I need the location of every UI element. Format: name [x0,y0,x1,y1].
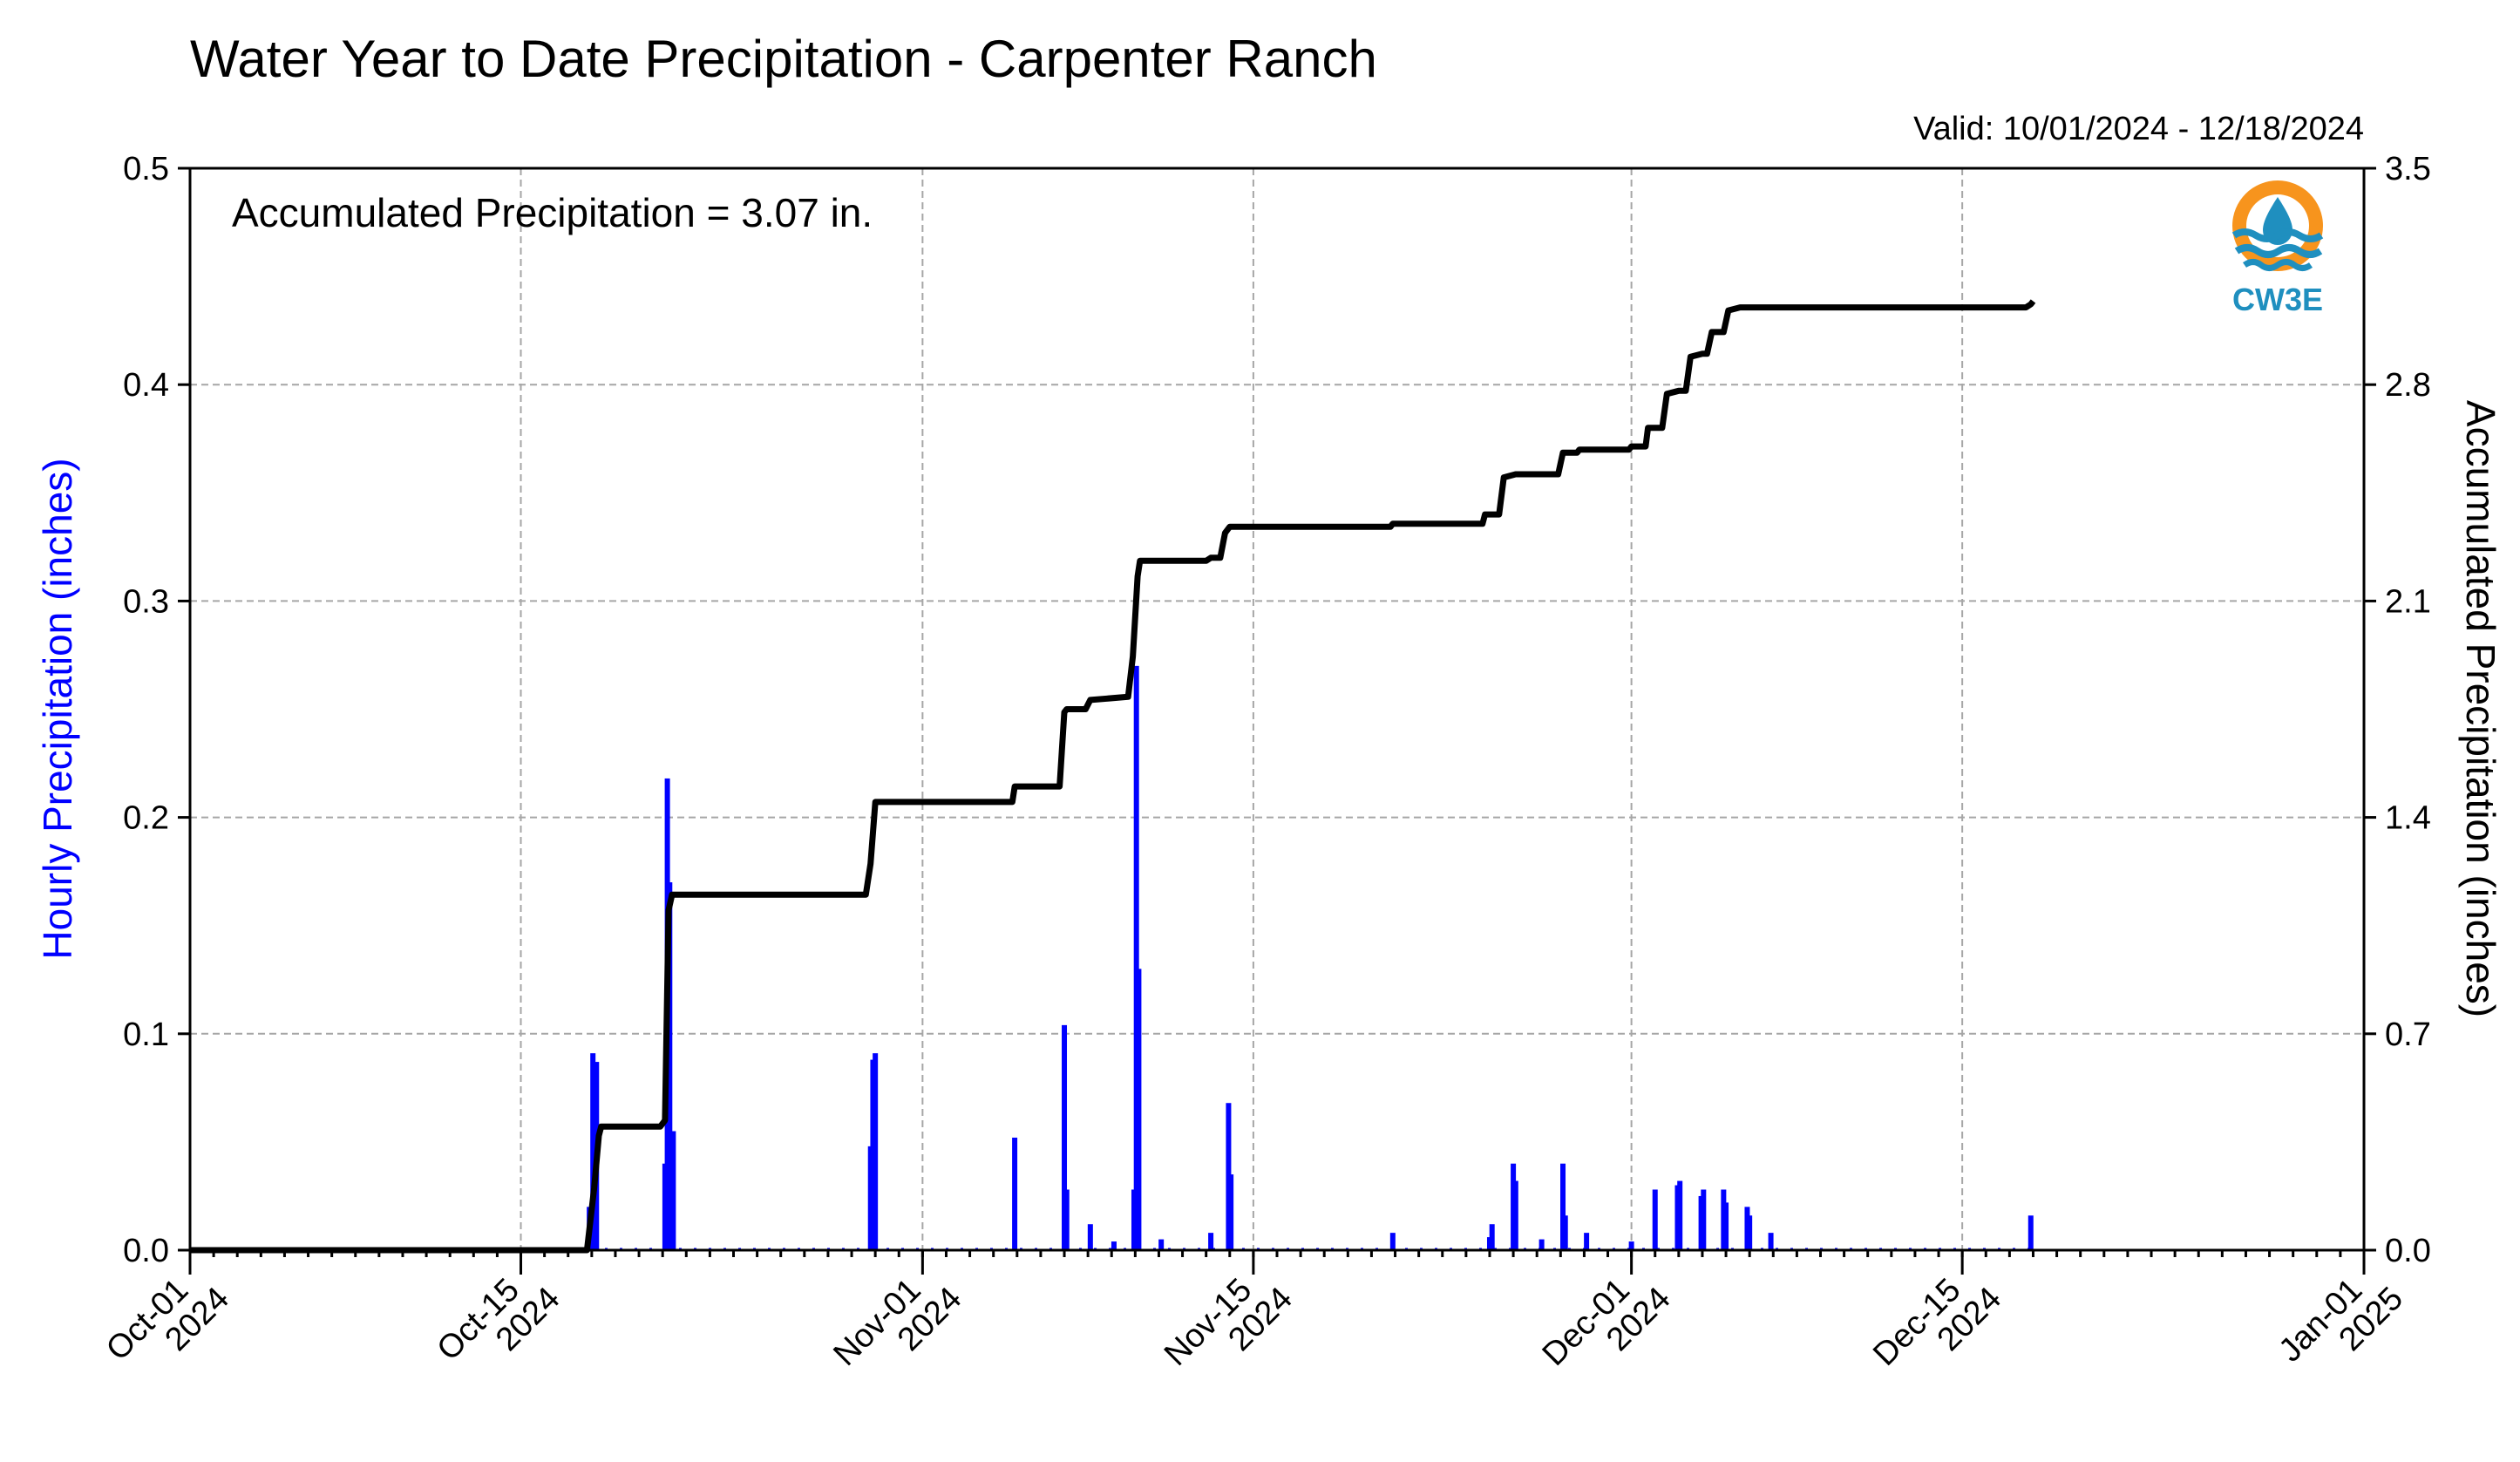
left-y-tick-label: 0.5 [123,151,169,187]
hourly-precip-bar [1087,1224,1093,1250]
hourly-precip-bar [1133,665,1139,1250]
left-y-tick-label: 0.3 [123,583,169,620]
axis-ticks: 0.0 0.0 0.1 0.7 0.2 1.4 0.3 2.1 0.4 2.8 0.5 3.5 Oct-… [99,151,2431,1373]
left-y-axis-label: Hourly Precipitation (inches) [35,458,80,959]
hourly-precip-bar [1677,1180,1683,1250]
right-y-tick-label: 2.1 [2385,583,2431,620]
left-y-tick-label: 0.0 [123,1233,169,1269]
plot-frame [188,167,2366,1252]
hourly-precip-bar [1136,969,1142,1250]
accumulated-precipitation-line [190,299,2036,1254]
hourly-precipitation-bars [190,665,2034,1251]
hourly-precip-bar [1389,1233,1396,1250]
right-y-tick-label: 1.4 [2385,800,2431,837]
valid-date-range: Valid: 10/01/2024 - 12/18/2024 [1913,111,2364,147]
hourly-precip-bar [1652,1189,1658,1250]
left-y-tick-label: 0.2 [123,800,169,837]
hourly-precip-bar [1560,1163,1566,1250]
hourly-precip-bar [1562,1215,1568,1250]
hourly-precip-bar [1701,1189,1707,1250]
hourly-precip-bar [873,1053,879,1250]
hourly-precip-bar [1584,1233,1590,1250]
hourly-precip-bar [1768,1233,1774,1250]
left-y-tick-label: 0.4 [123,367,169,404]
grid-lines [190,168,2364,1250]
hourly-precip-bar [2028,1215,2034,1250]
hourly-precip-bar [667,882,673,1250]
hourly-precip-bar [670,1131,676,1250]
logo-label: CW3E [2232,282,2323,317]
logo-wave-1 [2231,228,2324,242]
hourly-precip-bar [590,1053,596,1250]
chart-title: Water Year to Date Precipitation - Carpe… [190,30,1377,88]
hourly-precip-bar [1062,1024,1068,1250]
hourly-precip-bar [1208,1233,1214,1250]
hourly-precip-bar [1538,1239,1545,1250]
hourly-precip-bar [1063,1189,1070,1250]
logo-wave-3 [2242,259,2313,271]
hourly-precip-bar [1012,1137,1018,1250]
right-y-tick-label: 3.5 [2385,151,2431,187]
right-y-axis-label: Accumulated Precipitation (inches) [2458,400,2503,1017]
hourly-precip-bar [1512,1180,1518,1250]
cw3e-logo: CW3E [2231,180,2324,317]
right-y-tick-label: 2.8 [2385,367,2431,404]
left-y-tick-label: 0.1 [123,1017,169,1053]
hourly-precip-bar [1158,1239,1165,1250]
hourly-precip-bar [1228,1174,1234,1250]
accumulated-precipitation-annotation: Accumulated Precipitation = 3.07 in. [232,190,873,235]
logo-wave-2 [2234,244,2323,258]
hourly-precip-bar [1489,1224,1495,1250]
hourly-precip-bar [1628,1241,1634,1250]
right-y-tick-label: 0.7 [2385,1017,2431,1053]
hourly-precip-bar [1111,1241,1117,1250]
hourly-precip-bar [1747,1215,1753,1250]
hourly-precip-bar [1723,1202,1729,1250]
right-y-tick-label: 0.0 [2385,1233,2431,1269]
